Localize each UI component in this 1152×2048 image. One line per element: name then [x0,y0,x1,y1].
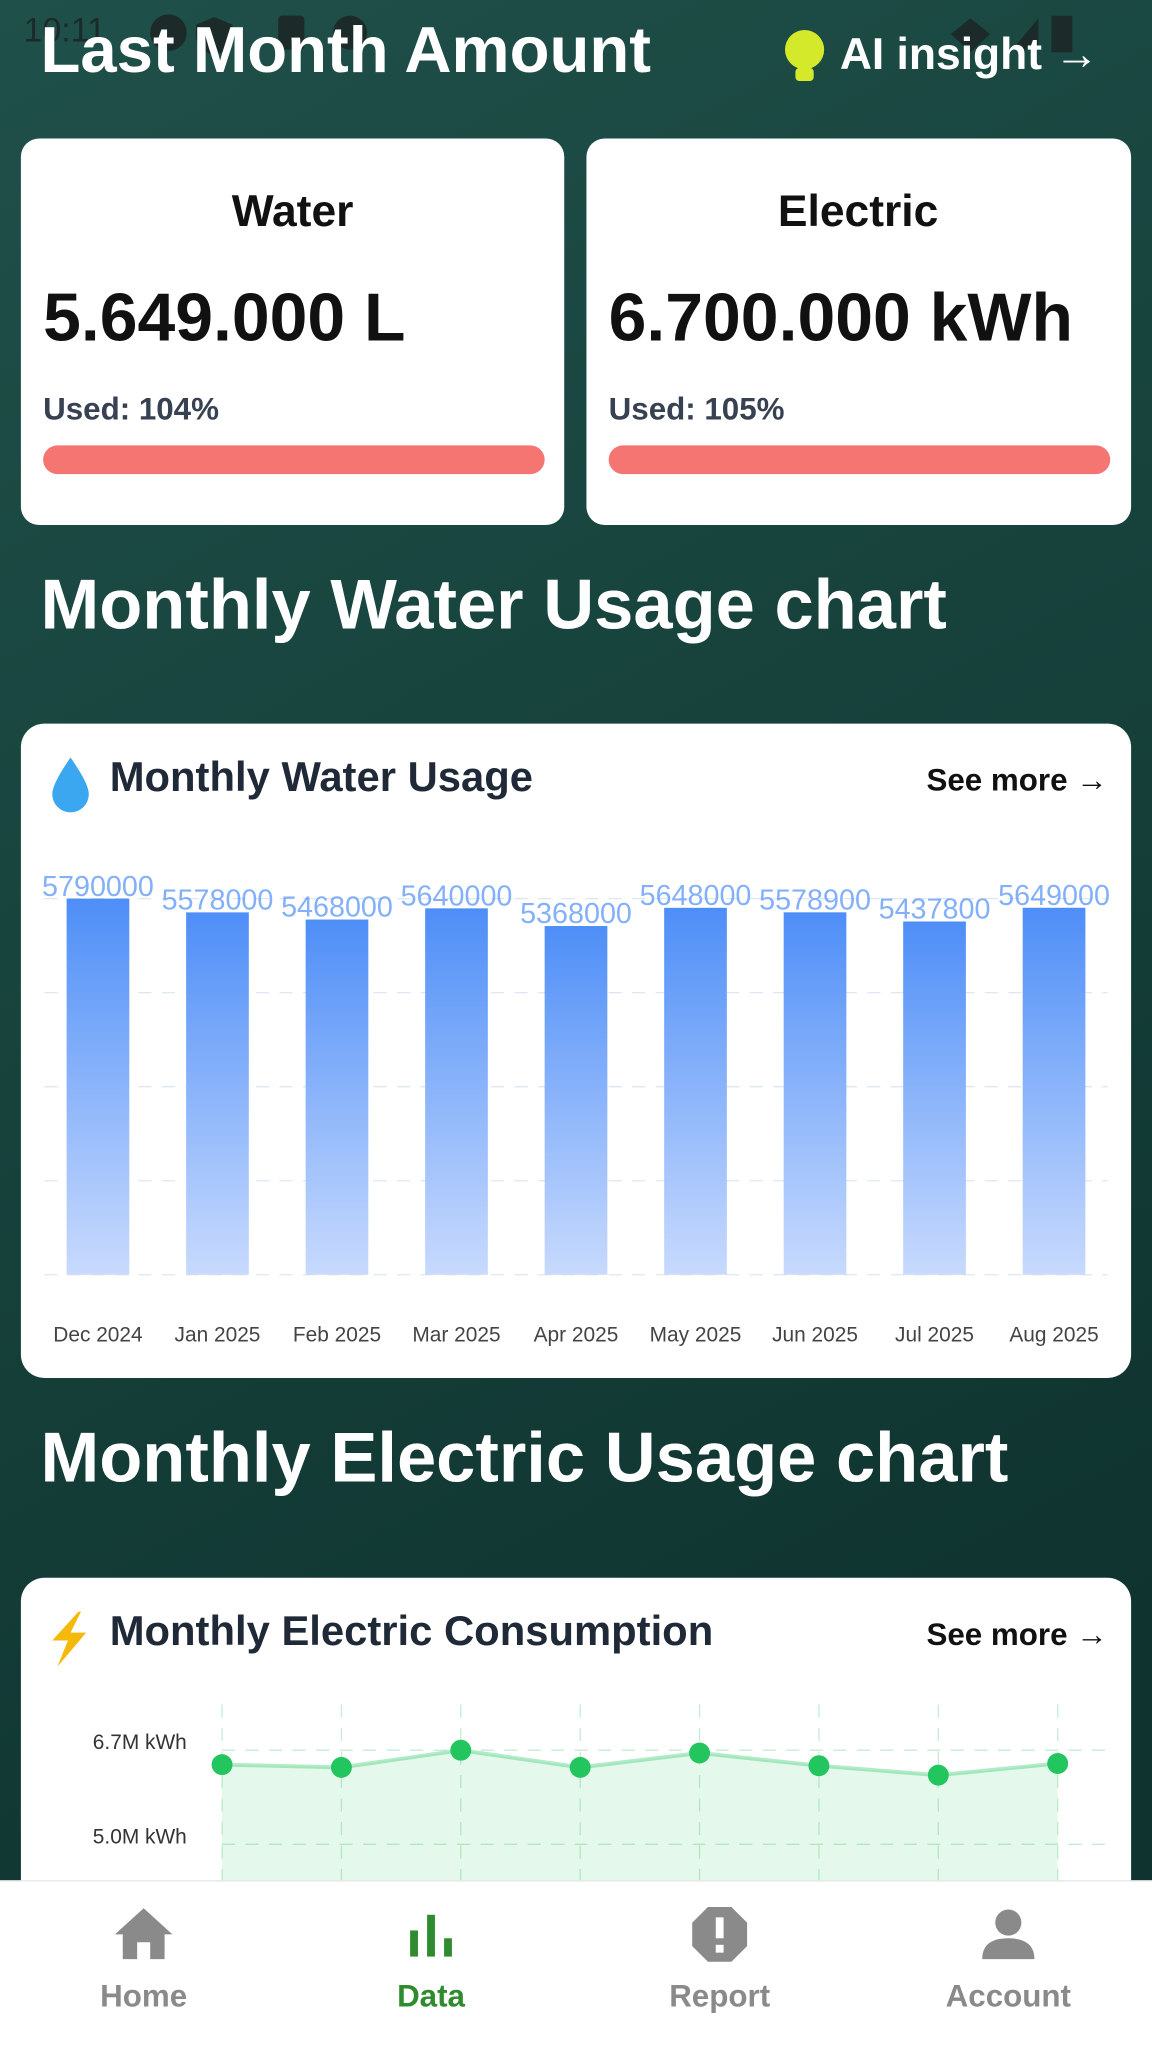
y-tick-label: 6.7M kWh [93,1731,187,1754]
x-tick-label: Dec 2024 [53,1324,142,1347]
card [586,138,1132,526]
x-tick-label: Feb 2025 [293,1324,381,1347]
point [1047,1753,1069,1774]
value-label: 5649000 [998,880,1110,912]
nav-label[interactable]: Report [669,1979,771,2014]
bulb-icon [784,30,825,70]
x-tick-label: Jun 2025 [772,1324,858,1347]
value-label: 5437800 [879,894,991,926]
plot [211,1704,1111,1881]
bar [425,908,488,1275]
ai-insight-button[interactable]: AI insight → [784,30,1099,81]
value-label: 5578900 [759,884,871,916]
x-tick-label: Jul 2025 [895,1324,974,1347]
data-icon [410,1914,452,1957]
y-tick-label: 5.0M kWh [93,1825,187,1848]
point [808,1755,830,1777]
x-tick-label: Apr 2025 [534,1324,619,1347]
card-amount: 6.700.000 kWh [609,281,1073,356]
report-icon [692,1906,748,1962]
nav-label[interactable]: Data [397,1979,465,2014]
point [211,1754,233,1776]
home-icon [114,1908,173,1960]
status-time: 10:11 [24,12,106,50]
electric-icon [52,1611,87,1667]
bar [305,919,369,1275]
bar [186,912,249,1275]
bottom-nav [0,1880,1152,2048]
water-icon [52,757,89,813]
summary-card: Water 5.649.000 L Used: 104% [20,138,565,526]
card-used: Used: 105% [609,392,785,427]
nav-label[interactable]: Account [946,1979,1072,2014]
point [689,1742,711,1764]
value-label: 5468000 [281,892,393,924]
x-tick-label: Jan 2025 [175,1324,261,1347]
progress-bar [608,445,1111,475]
point [450,1739,472,1761]
chart-title: Monthly Water Usage [110,753,533,800]
bar [903,921,966,1275]
point [330,1756,352,1778]
card-amount: 5.649.000 L [43,281,405,356]
plot: 5790000 5578000 5468000 5640000536800056480… [42,871,1110,1276]
section-heading: Monthly Water Usage chart [40,565,946,644]
see-more-link[interactable]: See more → [926,763,1107,798]
bar [783,912,847,1275]
summary-card: Electric 6.700.000 kWh Used: 105% [586,138,1132,526]
x-tick-label: Mar 2025 [412,1324,500,1347]
charts: 5790000 5578000 5468000 5640000536800056480… [42,871,1111,1881]
point [569,1756,591,1778]
point [927,1764,949,1786]
x-tick-label: Aug 2025 [1009,1324,1098,1347]
value-label: 5648000 [640,880,752,912]
bar [1022,907,1086,1275]
ai-insight-label[interactable]: AI insight → [840,30,1099,79]
bulb-base [795,67,814,81]
card-used: Used: 104% [43,392,219,427]
nav-background [0,1880,1152,2048]
value-label: 5790000 [42,871,154,903]
bar [544,926,608,1275]
card-title: Electric [778,187,938,236]
bar [664,907,727,1275]
value-label: 5578000 [162,885,274,917]
x-tick-label: May 2025 [650,1324,742,1347]
see-more-link[interactable]: See more → [926,1617,1107,1652]
section-heading: Monthly Electric Usage chart [40,1417,1008,1496]
nav-labels: Home Data Report Account [100,1979,1071,2014]
area [222,1750,1058,1881]
card-title: Water [232,187,354,236]
bar [66,898,130,1275]
progress-bar [43,445,545,475]
card [20,138,565,526]
value-label: 5368000 [520,898,632,930]
header-title: Last Month Amount [40,13,651,86]
chart-title: Monthly Electric Consumption [110,1607,714,1654]
value-label: 5640000 [401,881,513,913]
account-icon [982,1909,1035,1960]
nav-label[interactable]: Home [100,1979,187,2014]
line [221,1748,1058,1778]
